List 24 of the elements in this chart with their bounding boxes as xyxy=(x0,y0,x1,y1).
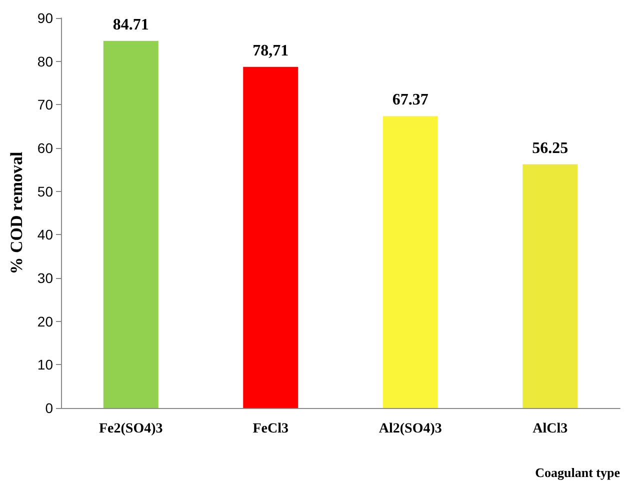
y-tick-label: 30 xyxy=(37,270,54,286)
data-label: 78,71 xyxy=(252,42,289,60)
y-tick-label: 0 xyxy=(45,400,54,416)
y-tick-label: 40 xyxy=(37,226,54,243)
y-tick-label: 70 xyxy=(37,96,54,113)
y-axis-title: % COD removal xyxy=(7,152,26,274)
bar xyxy=(243,66,298,408)
x-tick-label: AlCl3 xyxy=(532,422,568,436)
y-tick-label: 50 xyxy=(37,183,54,200)
bar xyxy=(382,116,438,408)
y-tick-label: 90 xyxy=(37,10,54,26)
data-label: 67.37 xyxy=(392,92,428,109)
x-axis-title: Coagulant type xyxy=(535,465,620,480)
bar xyxy=(522,164,578,408)
x-tick-label: Fe2(SO4)3 xyxy=(98,422,163,436)
x-tick-label: Al2(SO4)3 xyxy=(378,422,442,436)
y-tick-label: 80 xyxy=(37,53,54,70)
data-label: 56.25 xyxy=(532,140,568,157)
y-tick-label: 10 xyxy=(37,356,54,373)
bar xyxy=(103,40,158,408)
x-tick-label: FeCl3 xyxy=(252,422,289,436)
y-tick-label: 20 xyxy=(37,313,54,330)
data-label: 84.71 xyxy=(112,16,149,34)
y-tick-label: 60 xyxy=(37,140,54,156)
